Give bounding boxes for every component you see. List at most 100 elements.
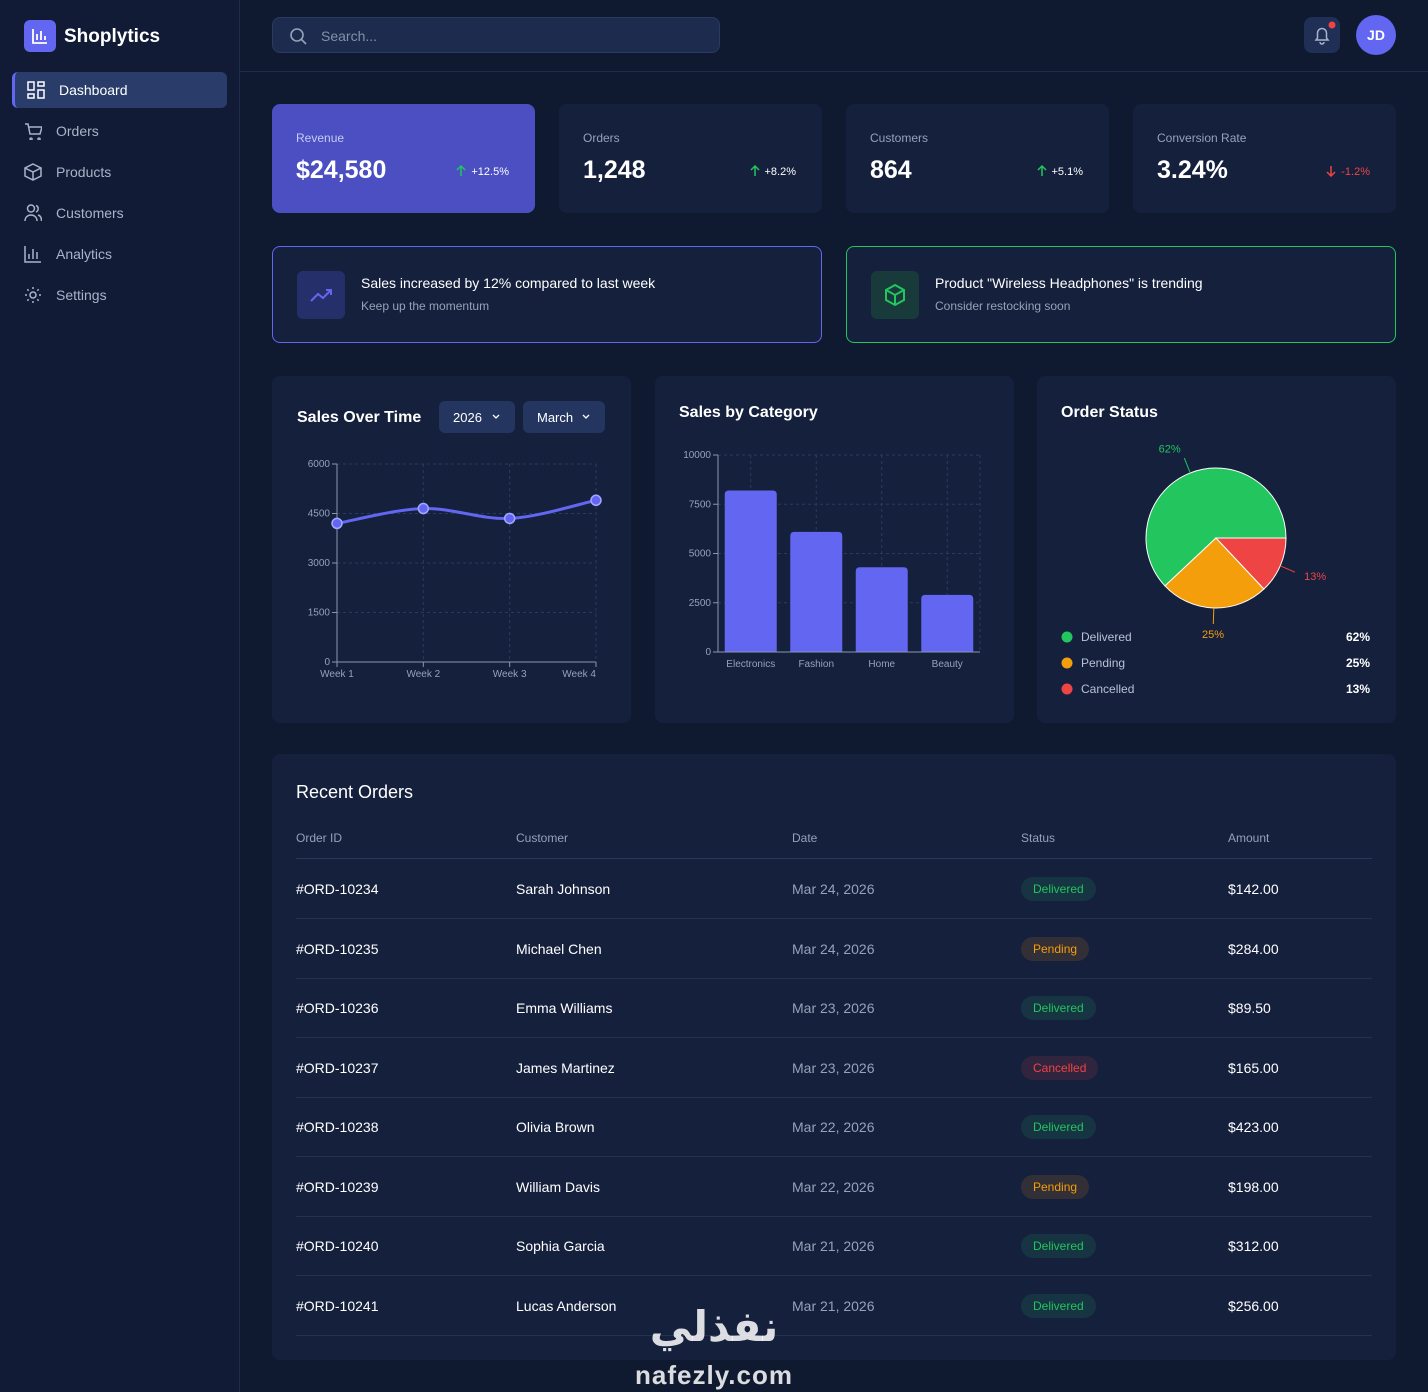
customer: Emma Williams	[516, 1000, 613, 1016]
line-point	[331, 517, 343, 530]
bar	[921, 594, 974, 652]
row-divider	[296, 1215, 1372, 1217]
kpi-trend-arrow-shape	[1036, 165, 1047, 176]
customer: Sophia Garcia	[516, 1238, 605, 1254]
x-tick-label: Week 1	[320, 669, 354, 680]
y-tick-label: 0	[324, 657, 330, 668]
legend-value: 62%	[1346, 630, 1370, 644]
legend-dot	[1061, 683, 1073, 695]
nav-icon	[24, 246, 41, 263]
kpi-value: 1,248	[583, 156, 646, 184]
column-header: Status	[1021, 831, 1056, 845]
x-tick-label: Week 2	[406, 669, 440, 680]
line-point	[590, 494, 602, 507]
kpi-trend-arrow-shape	[749, 165, 760, 176]
axes	[717, 455, 980, 653]
search-box[interactable]: Search...	[272, 17, 720, 53]
kpi-trend-arrow-shape	[456, 165, 466, 176]
chart: Order Status 62% Delivered 62% 25% Pending 25%…	[1061, 404, 1370, 696]
alert-subtitle: Keep up the momentum	[361, 299, 490, 313]
customer: Lucas Anderson	[516, 1297, 617, 1314]
kpi-change: +8.2%	[764, 166, 797, 178]
legend-label: Pending	[1081, 656, 1125, 670]
amount: $423.00	[1228, 1119, 1279, 1135]
order-id: #ORD-10236	[296, 1000, 379, 1016]
nav-item[interactable]: Dashboard	[12, 72, 227, 108]
y-tick-label: 7500	[689, 499, 712, 510]
customer: Sarah Johnson	[516, 881, 611, 897]
column-header: Customer	[516, 831, 569, 845]
kpi-label: Customers	[870, 131, 929, 145]
nav-label: Dashboard	[59, 82, 128, 98]
nav-item[interactable]: Customers	[12, 195, 227, 231]
alert-title: Product "Wireless Headphones" is trendin…	[935, 275, 1203, 291]
row-divider	[296, 1334, 1372, 1336]
status-badge: Delivered	[1021, 1234, 1096, 1258]
row-divider	[296, 1096, 1372, 1098]
pie-slice	[1164, 537, 1265, 609]
row-divider	[296, 1156, 1372, 1157]
legend-dot	[1061, 657, 1073, 669]
table-row: #ORD-10241 Lucas Anderson Mar 21, 2026 Deli…	[272, 1293, 1396, 1318]
avatar[interactable]: JD	[1356, 15, 1396, 55]
pie-label: 62%	[1159, 444, 1181, 456]
date: Mar 23, 2026	[792, 1000, 875, 1016]
legend-value: 13%	[1346, 682, 1370, 696]
pie-leader	[1183, 457, 1191, 474]
nav-item[interactable]: Settings	[12, 277, 227, 313]
nav-item[interactable]: Orders	[12, 113, 227, 149]
order-id: #ORD-10240	[296, 1238, 379, 1254]
filter-select[interactable]	[439, 401, 515, 433]
bell-icon	[1314, 21, 1336, 45]
chart: Sales by Category 0 2500 5000 7500 10000 Elect…	[679, 404, 981, 670]
status-badge: Delivered	[1021, 996, 1096, 1020]
status-badge: Pending	[1021, 1174, 1090, 1199]
pie-label: 25%	[1202, 629, 1224, 641]
date: Mar 24, 2026	[792, 881, 875, 897]
order-id: #ORD-10234	[296, 881, 379, 897]
nav-label: Orders	[56, 123, 99, 139]
order-id: #ORD-10238	[296, 1119, 379, 1135]
order-id: #ORD-10241	[296, 1297, 379, 1314]
bar	[855, 567, 908, 652]
status-badge: Delivered	[1021, 1293, 1096, 1318]
y-tick-label: 4500	[308, 509, 331, 520]
watermark-url: nafezly.com	[635, 1360, 793, 1390]
amount: $284.00	[1228, 940, 1279, 957]
chart: Sales Over Time 2026 March 0 1500 3000 4500 600…	[297, 401, 605, 680]
kpi-change: -1.2%	[1341, 166, 1370, 178]
nav-label: Customers	[56, 205, 124, 221]
nav-item[interactable]: Analytics	[12, 236, 227, 272]
kpi-value: 3.24%	[1157, 156, 1228, 184]
order-id: #ORD-10237	[296, 1059, 379, 1076]
x-tick-label: Electronics	[726, 659, 775, 670]
legend-value: 25%	[1346, 656, 1370, 670]
nav-item[interactable]: Products	[12, 154, 227, 190]
alert-icon	[297, 271, 345, 319]
x-tick-label: Beauty	[932, 659, 963, 670]
row-divider	[296, 1275, 1372, 1276]
kpi-trend-arrow-shape	[1326, 166, 1336, 177]
y-tick-label: 5000	[689, 549, 712, 560]
kpi-change: +5.1%	[1051, 166, 1084, 178]
nav-icon	[24, 163, 42, 181]
row-divider	[296, 977, 1372, 979]
amount: $312.00	[1228, 1238, 1279, 1254]
bar	[724, 490, 777, 652]
legend-label: Cancelled	[1081, 682, 1134, 696]
nav-label: Analytics	[56, 246, 113, 262]
order-id: #ORD-10235	[296, 940, 379, 957]
filter-select[interactable]	[523, 401, 605, 433]
line-point	[417, 502, 430, 515]
kpi-card: Orders 1,248 +8.2%	[559, 104, 822, 213]
line-point	[503, 512, 516, 525]
alert-subtitle: Consider restocking soon	[935, 299, 1071, 313]
y-tick-label: 1500	[308, 608, 331, 619]
kpi-trend-arrow	[749, 165, 760, 176]
filter-value: 2026	[453, 410, 482, 425]
status-badge: Pending	[1021, 936, 1090, 961]
notifications-button[interactable]	[1304, 17, 1340, 53]
x-tick-label: Week 4	[562, 669, 596, 680]
chart-title: Order Status	[1061, 404, 1158, 421]
